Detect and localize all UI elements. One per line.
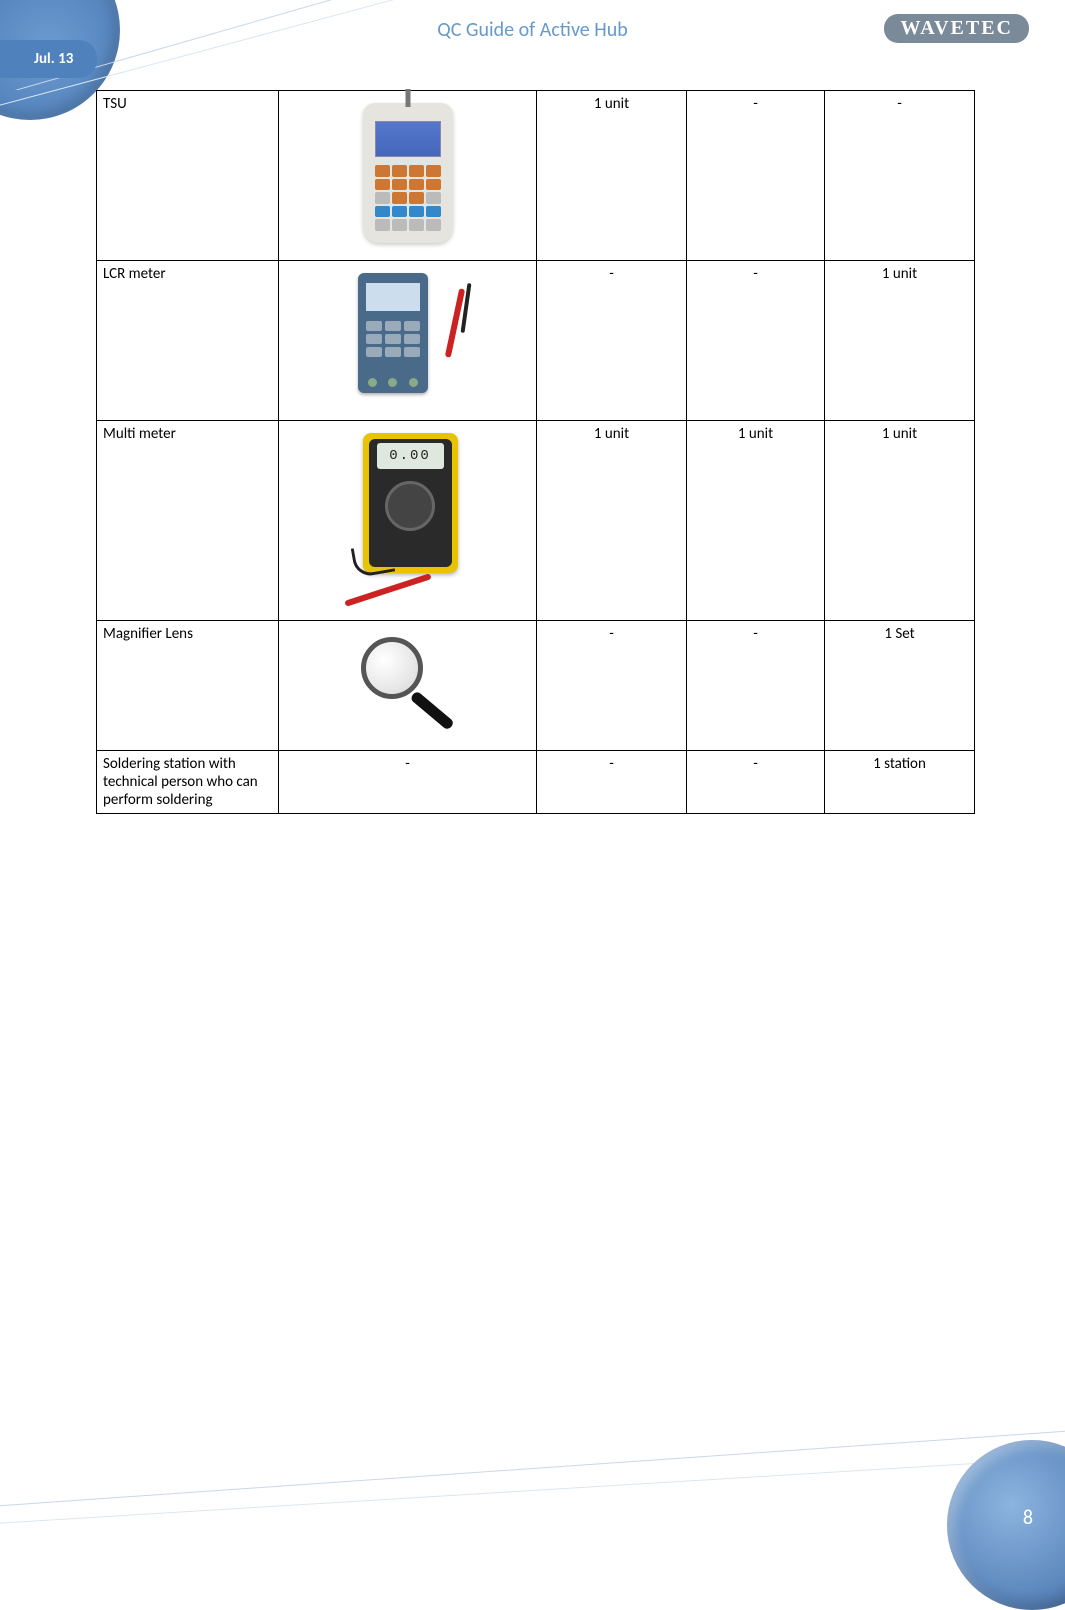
page-header: QC Guide of Active Hub WAVETEC <box>0 0 1065 60</box>
table-row: Multi meter 0.00 1 unit 1 unit 1 unit <box>97 421 975 621</box>
qty-cell: 1 unit <box>825 421 975 621</box>
qty-cell: - <box>687 91 825 261</box>
table-row: TSU 1 unit - - <box>97 91 975 261</box>
table-row: Soldering station with technical person … <box>97 751 975 814</box>
equipment-image-cell <box>279 261 537 421</box>
tsu-device-icon <box>363 103 453 243</box>
brand-logo: WAVETEC <box>884 14 1029 43</box>
qty-cell: - <box>537 751 687 814</box>
equipment-image-cell: - <box>279 751 537 814</box>
content-area: TSU 1 unit - - LCR meter <box>96 90 974 814</box>
equipment-name-cell: Soldering station with technical person … <box>97 751 279 814</box>
magnifier-icon <box>353 633 463 733</box>
qty-cell: - <box>537 621 687 751</box>
equipment-image-cell <box>279 621 537 751</box>
qty-cell: 1 unit <box>537 91 687 261</box>
table-row: Magnifier Lens - - 1 Set <box>97 621 975 751</box>
qty-cell: - <box>687 261 825 421</box>
qty-cell: 1 unit <box>537 421 687 621</box>
equipment-image-cell: 0.00 <box>279 421 537 621</box>
date-tab: Jul. 13 <box>0 40 97 78</box>
qty-cell: - <box>687 621 825 751</box>
equipment-image-cell <box>279 91 537 261</box>
multimeter-icon: 0.00 <box>343 433 473 603</box>
qty-cell: 1 Set <box>825 621 975 751</box>
qty-cell: - <box>537 261 687 421</box>
qty-cell: 1 unit <box>825 261 975 421</box>
qty-cell: 1 station <box>825 751 975 814</box>
qty-cell: - <box>687 751 825 814</box>
multimeter-display: 0.00 <box>377 443 444 469</box>
equipment-name-cell: Magnifier Lens <box>97 621 279 751</box>
qty-cell: 1 unit <box>687 421 825 621</box>
footer-diagonal-lines <box>0 1408 1065 1558</box>
lcr-meter-icon <box>348 273 468 403</box>
page-number: 8 <box>1023 1506 1033 1530</box>
qty-cell: - <box>825 91 975 261</box>
equipment-table: TSU 1 unit - - LCR meter <box>96 90 975 814</box>
equipment-name-cell: TSU <box>97 91 279 261</box>
table-row: LCR meter - - 1 unit <box>97 261 975 421</box>
equipment-name-cell: LCR meter <box>97 261 279 421</box>
equipment-name-cell: Multi meter <box>97 421 279 621</box>
